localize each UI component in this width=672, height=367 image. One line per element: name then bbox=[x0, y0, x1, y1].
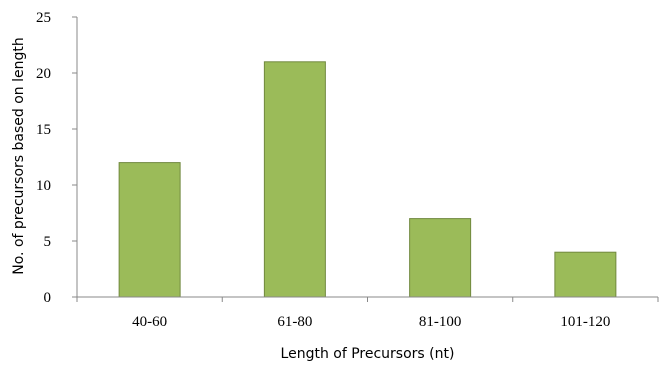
x-tick-label: 61-80 bbox=[277, 314, 312, 330]
y-tick-label: 5 bbox=[44, 234, 52, 250]
x-tick-label: 81-100 bbox=[419, 314, 462, 330]
bars-group bbox=[118, 61, 617, 298]
bar-101-120 bbox=[554, 251, 617, 298]
x-axis-title: Length of Precursors (nt) bbox=[281, 346, 455, 362]
y-tick-label: 0 bbox=[44, 290, 52, 306]
y-tick-label: 15 bbox=[36, 122, 51, 138]
bar-81-100 bbox=[409, 218, 472, 298]
y-axis-title: No. of precursors based on length bbox=[11, 37, 27, 275]
y-axis-ticks: 0 5 10 15 20 25 bbox=[36, 10, 77, 306]
x-tick-label: 101-120 bbox=[560, 314, 610, 330]
y-tick-label: 10 bbox=[36, 178, 51, 194]
y-tick-label: 20 bbox=[36, 66, 51, 82]
x-tick-label: 40-60 bbox=[132, 314, 167, 330]
x-axis-ticks: 40-60 61-80 81-100 101-120 bbox=[76, 297, 659, 330]
bar-61-80 bbox=[263, 61, 326, 298]
y-tick-label: 25 bbox=[36, 10, 51, 26]
bar-40-60 bbox=[118, 162, 181, 298]
